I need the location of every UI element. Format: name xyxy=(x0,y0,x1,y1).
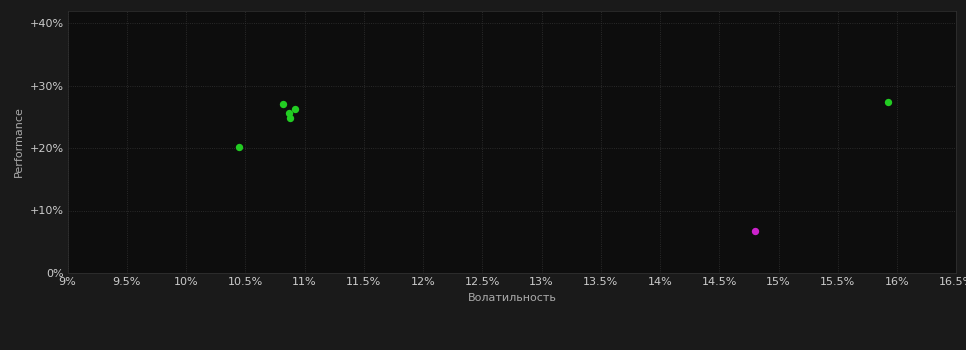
Point xyxy=(275,101,291,106)
Point xyxy=(232,144,247,150)
Point xyxy=(880,99,895,105)
X-axis label: Волатильность: Волатильность xyxy=(468,293,556,303)
Point xyxy=(281,110,297,116)
Y-axis label: Performance: Performance xyxy=(14,106,24,177)
Point xyxy=(747,228,762,234)
Point xyxy=(283,115,298,121)
Point xyxy=(288,106,303,111)
